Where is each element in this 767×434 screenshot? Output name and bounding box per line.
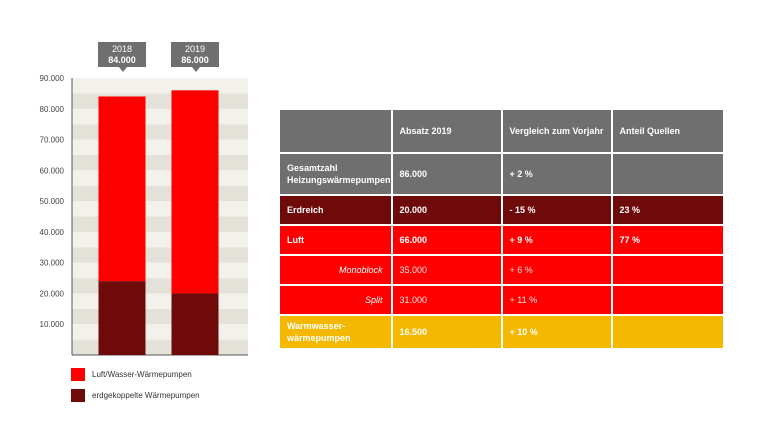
background-band	[72, 185, 248, 202]
header-anteil: Anteil Quellen	[612, 110, 723, 152]
background-band	[72, 293, 248, 309]
y-tick-label: 70.000	[40, 136, 65, 145]
legend-swatch-luft	[71, 368, 85, 381]
table-row-monoblock: Monoblock 35.000 + 6 %	[280, 256, 723, 284]
row-label: Monoblock	[280, 256, 391, 284]
cell-anteil: 77 %	[612, 226, 723, 254]
cell-absatz: 86.000	[392, 154, 501, 194]
y-tick-label: 30.000	[40, 259, 65, 268]
row-label: Erdreich	[280, 196, 391, 224]
bar-2018-erdgekoppelt	[98, 281, 146, 355]
y-tick-label: 20.000	[40, 289, 65, 298]
cell-absatz: 31.000	[392, 286, 501, 314]
y-tick-label: 10.000	[40, 320, 65, 329]
y-tick-label: 60.000	[40, 166, 65, 175]
background-band	[72, 247, 248, 263]
row-label-line2: wärmepumpen	[287, 333, 351, 343]
cell-absatz: 35.000	[392, 256, 501, 284]
table-row-luft: Luft 66.000 + 9 % 77 %	[280, 226, 723, 254]
background-band	[72, 170, 248, 186]
background-band	[72, 201, 248, 217]
header-vergleich: Vergleich zum Vorjahr	[502, 110, 611, 152]
header-absatz: Absatz 2019	[392, 110, 501, 152]
legend-swatch-erd	[71, 389, 85, 402]
cell-vergleich: - 15 %	[502, 196, 611, 224]
stacked-bar-chart: 10.000 20.000 30.000 40.000 50.000 60.000 70.0…	[40, 74, 248, 356]
y-tick-label: 90.000	[40, 74, 65, 83]
header-empty	[280, 110, 391, 152]
legend-label-luft: Luft/Wasser-Wärmepumpen	[92, 370, 192, 379]
background-band	[72, 108, 248, 125]
y-tick-label: 50.000	[40, 197, 65, 206]
callout-2018-total: 84.000	[108, 55, 136, 65]
background-band	[72, 139, 248, 155]
callout-2019: 2019 86.000	[171, 42, 219, 72]
callout-2018-year: 2018	[111, 44, 133, 54]
row-label-line1: Gesamtzahl	[287, 163, 338, 173]
background-band	[72, 93, 248, 109]
row-label: Split	[280, 286, 391, 314]
callout-2019-total: 86.000	[181, 55, 209, 65]
background-band	[72, 216, 248, 232]
cell-anteil	[612, 256, 723, 284]
row-label: Luft	[280, 226, 391, 254]
background-band	[72, 78, 248, 94]
row-label-line2: Heizungswärmepumpen	[287, 175, 391, 185]
table-row-split: Split 31.000 + 11 %	[280, 286, 723, 314]
bar-2018-luft	[98, 96, 146, 282]
row-label: Warmwasser-wärmepumpen	[280, 316, 391, 348]
background-band	[72, 154, 248, 171]
cell-vergleich: + 10 %	[502, 316, 611, 348]
y-tick-label: 80.000	[40, 105, 65, 114]
cell-absatz: 16.500	[392, 316, 501, 348]
background-band	[72, 339, 248, 355]
cell-vergleich: + 6 %	[502, 256, 611, 284]
sales-table: Absatz 2019 Vergleich zum Vorjahr Anteil…	[278, 108, 725, 350]
background-band	[72, 324, 248, 340]
cell-absatz: 20.000	[392, 196, 501, 224]
cell-vergleich: + 11 %	[502, 286, 611, 314]
cell-vergleich: + 9 %	[502, 226, 611, 254]
cell-vergleich: + 2 %	[502, 154, 611, 194]
cell-anteil	[612, 316, 723, 348]
background-band	[72, 231, 248, 248]
cell-anteil: 23 %	[612, 196, 723, 224]
table-row-erdreich: Erdreich 20.000 - 15 % 23 %	[280, 196, 723, 224]
callout-2018: 2018 84.000	[98, 42, 146, 72]
row-label-line1: Warmwasser-	[287, 321, 346, 331]
background-band	[72, 278, 248, 294]
background-band	[72, 124, 248, 140]
bar-2019-erdgekoppelt	[171, 293, 219, 355]
y-tick-label: 40.000	[40, 228, 65, 237]
legend-label-erd: erdgekoppelte Wärmepumpen	[92, 391, 200, 400]
cell-anteil	[612, 286, 723, 314]
row-label: Gesamtzahl Heizungswärmepumpen	[280, 154, 391, 194]
callout-2019-year: 2019	[184, 44, 206, 54]
table-header-row: Absatz 2019 Vergleich zum Vorjahr Anteil…	[280, 110, 723, 152]
cell-absatz: 66.000	[392, 226, 501, 254]
table-row-total: Gesamtzahl Heizungswärmepumpen 86.000 + 2…	[280, 154, 723, 194]
background-band	[72, 308, 248, 325]
bar-2019-luft	[171, 90, 219, 294]
background-band	[72, 262, 248, 279]
cell-anteil	[612, 154, 723, 194]
table-row-warmwasser: Warmwasser-wärmepumpen 16.500 + 10 %	[280, 316, 723, 348]
